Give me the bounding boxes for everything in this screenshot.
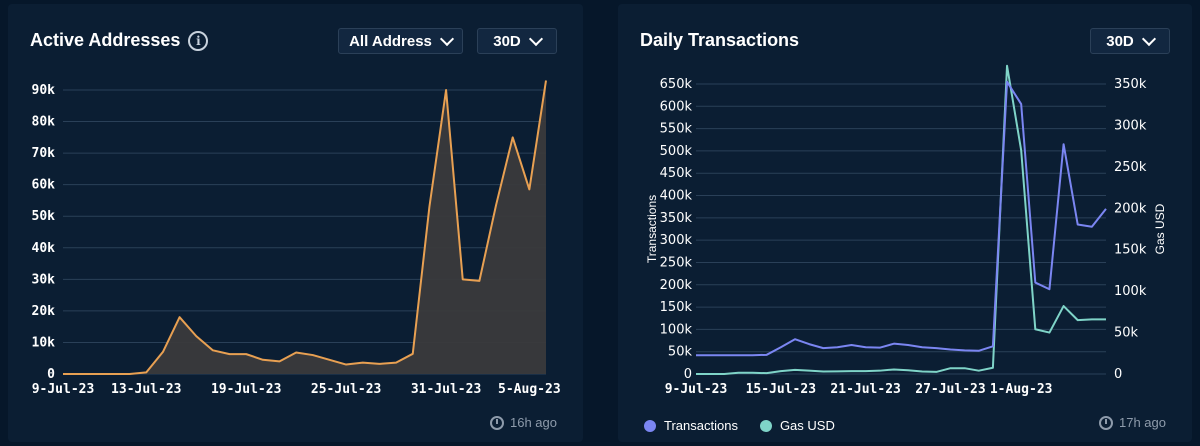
x-tick-label: 13-Jul-23 [111, 382, 181, 397]
area-fill [63, 80, 546, 375]
address-filter-label: All Address [349, 32, 432, 50]
active-addresses-line [63, 80, 547, 375]
y-tick-label: 40k [32, 241, 56, 256]
x-tick-label: 21-Jul-23 [830, 382, 900, 397]
daily-transactions-panel: Daily Transactions 30D 0 50k 100k 150k 200k 2… [618, 4, 1192, 442]
legend-item-transactions[interactable]: Transactions [644, 418, 738, 433]
transactions-legend: Transactions Gas USD [644, 418, 835, 433]
active-addresses-title: Active Addresses i [30, 30, 209, 51]
y-tick-label: 150k [660, 300, 693, 315]
x-tick-label: 9-Jul-23 [32, 382, 95, 397]
x-tick-label: 31-Jul-23 [411, 382, 481, 397]
y-tick-label: 50k [668, 345, 693, 360]
active-addresses-panel: Active Addresses i All Address 30D 0 10k 2… [8, 4, 583, 442]
y-tick-label: 300k [660, 233, 693, 248]
refresh-clock-icon [490, 415, 504, 430]
active-addresses-chart: 0 10k 20k 30k 40k 50k 60k 70k 80k 90k 9-Jul-23 13-J… [32, 80, 561, 397]
y-tick-label: 90k [32, 83, 56, 98]
daily-transactions-title-text: Daily Transactions [640, 30, 800, 50]
transactions-range-label: 30D [1106, 32, 1134, 50]
y2-axis-title: Gas USD [1153, 203, 1167, 254]
active-updated-status: 16h ago [490, 415, 557, 430]
y-tick-label: 30k [32, 272, 56, 287]
transactions-range-dropdown[interactable]: 30D [1090, 28, 1170, 54]
address-filter-dropdown[interactable]: All Address [338, 28, 463, 54]
y2-tick-label: 100k [1114, 284, 1147, 299]
y2-tick-label: 0 [1114, 367, 1122, 382]
y2-tick-label: 300k [1114, 118, 1147, 133]
x-tick-label: 1-Aug-23 [990, 382, 1053, 397]
y-tick-label: 200k [660, 278, 693, 293]
y-tick-label: 650k [660, 77, 693, 92]
x-tick-label: 25-Jul-23 [311, 382, 381, 397]
transactions-line [696, 80, 1107, 357]
y-axis-title: Transactions [645, 195, 659, 263]
y-tick-label: 250k [660, 255, 693, 270]
y-tick-label: 10k [32, 335, 56, 350]
y-tick-label: 550k [660, 122, 693, 137]
y-tick-label: 70k [32, 146, 56, 161]
daily-transactions-chart: 0 50k 100k 150k 200k 250k 300k 350k 400k 450k 500k… [645, 64, 1167, 397]
active-range-dropdown[interactable]: 30D [477, 28, 557, 54]
y2-tick-label: 200k [1114, 201, 1147, 216]
y-tick-label: 20k [32, 304, 56, 319]
x-tick-label: 19-Jul-23 [211, 382, 281, 397]
y-tick-label: 350k [660, 211, 693, 226]
y-tick-label: 450k [660, 166, 693, 181]
legend-label-transactions: Transactions [664, 418, 738, 433]
gas-usd-line [696, 64, 1106, 375]
y-tick-label: 0 [47, 367, 55, 382]
y2-tick-label: 350k [1114, 77, 1147, 92]
x-tick-label: 27-Jul-23 [915, 382, 985, 397]
y-tick-label: 60k [32, 178, 56, 193]
y-tick-label: 100k [660, 322, 693, 337]
active-range-label: 30D [493, 32, 521, 50]
y2-tick-label: 250k [1114, 160, 1147, 175]
y-tick-label: 0 [684, 367, 692, 382]
x-tick-label: 15-Jul-23 [746, 382, 816, 397]
legend-label-gas-usd: Gas USD [779, 418, 835, 433]
daily-transactions-title: Daily Transactions [640, 30, 799, 51]
y-tick-label: 50k [32, 209, 56, 224]
active-addresses-title-text: Active Addresses [30, 30, 181, 50]
y2-tick-label: 150k [1114, 243, 1147, 258]
info-icon[interactable]: i [188, 30, 209, 51]
y-tick-label: 600k [660, 99, 693, 114]
y2-tick-label: 50k [1114, 326, 1139, 341]
active-updated-text: 16h ago [510, 415, 557, 430]
transactions-updated-status: 17h ago [1099, 415, 1166, 430]
transactions-updated-text: 17h ago [1119, 415, 1166, 430]
legend-item-gas-usd[interactable]: Gas USD [759, 418, 835, 433]
y-tick-label: 500k [660, 144, 693, 159]
x-tick-label: 5-Aug-23 [498, 382, 561, 397]
y-tick-label: 80k [32, 115, 56, 130]
legend-dot-transactions [644, 419, 656, 432]
x-tick-label: 9-Jul-23 [665, 382, 728, 397]
refresh-clock-icon [1099, 415, 1113, 430]
y-tick-label: 400k [660, 189, 693, 204]
legend-dot-gas-usd [759, 419, 772, 432]
